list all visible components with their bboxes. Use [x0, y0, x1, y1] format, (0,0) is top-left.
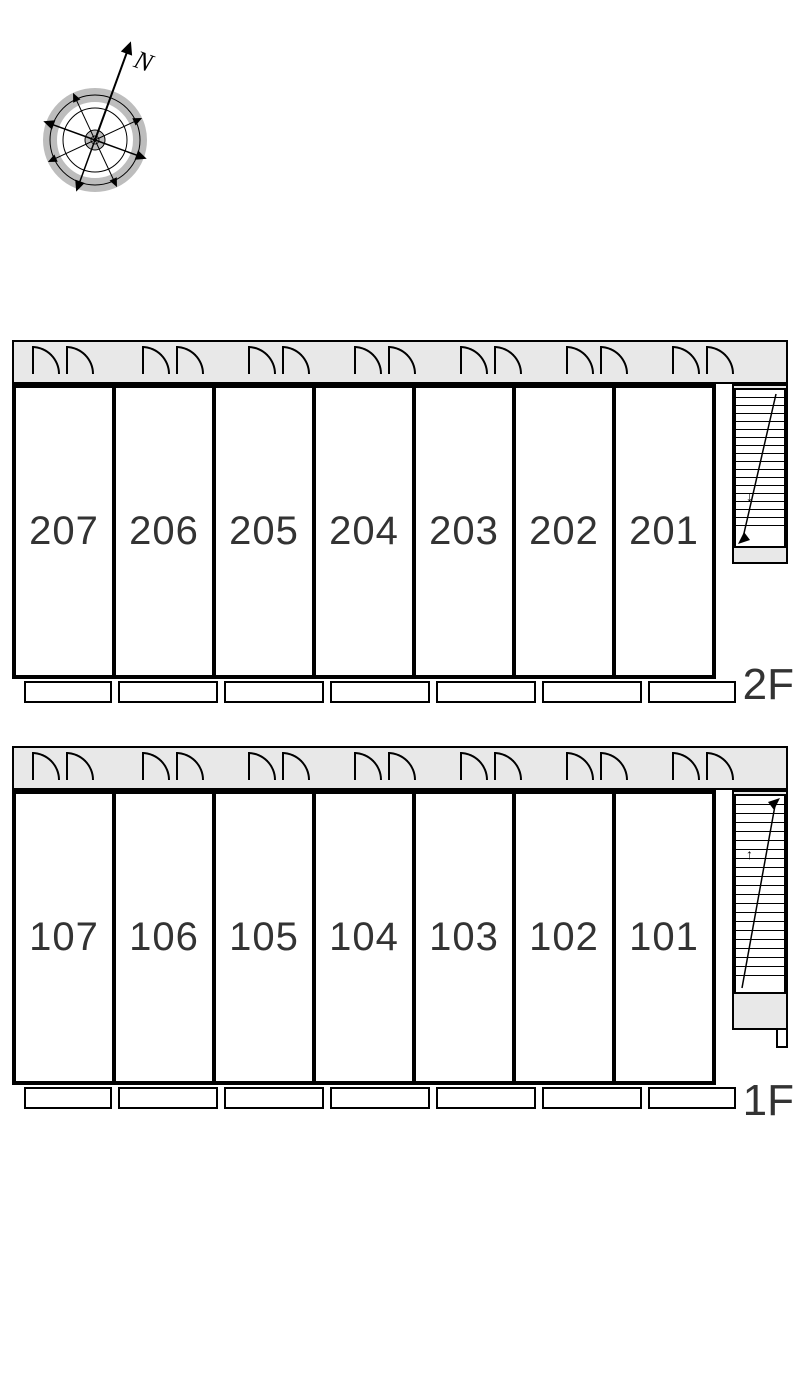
unit-label: 203	[429, 509, 499, 554]
door-icon	[566, 346, 596, 376]
door-icon	[248, 752, 278, 782]
balcony	[224, 1087, 324, 1109]
unit-204: 204	[312, 384, 416, 679]
unit-205: 205	[212, 384, 316, 679]
unit-106: 106	[112, 790, 216, 1085]
unit-201: 201	[612, 384, 716, 679]
compass: N	[20, 20, 180, 220]
unit-label: 107	[29, 915, 99, 960]
door-icon	[32, 346, 62, 376]
balcony	[436, 681, 536, 703]
unit-105: 105	[212, 790, 316, 1085]
door-icon	[460, 752, 490, 782]
door-icon	[672, 752, 702, 782]
unit-103: 103	[412, 790, 516, 1085]
compass-svg: N	[20, 20, 180, 220]
unit-101: 101	[612, 790, 716, 1085]
unit-label: 104	[329, 915, 399, 960]
floor-1f: 107 106 105 104 103 102 101 ↑ 1F	[12, 746, 788, 1116]
floor-2f: 207 206 205 204 203 202 201 ↓ 2F	[12, 340, 788, 710]
entrance-notch	[776, 1028, 788, 1048]
door-icon	[460, 346, 490, 376]
balcony	[24, 681, 112, 703]
unit-104: 104	[312, 790, 416, 1085]
door-icon	[354, 752, 384, 782]
door-icon	[672, 346, 702, 376]
balcony	[118, 681, 218, 703]
balcony	[24, 1087, 112, 1109]
floor-label-1f: 1F	[743, 1076, 794, 1126]
balcony	[224, 681, 324, 703]
door-icon	[706, 752, 736, 782]
balcony	[542, 681, 642, 703]
unit-102: 102	[512, 790, 616, 1085]
stairs-arrow-icon: ↓	[746, 488, 753, 504]
balcony-row-1f	[24, 1087, 736, 1109]
unit-107: 107	[12, 790, 116, 1085]
unit-label: 105	[229, 915, 299, 960]
unit-label: 106	[129, 915, 199, 960]
compass-north-label: N	[129, 44, 158, 78]
unit-202: 202	[512, 384, 616, 679]
unit-label: 204	[329, 509, 399, 554]
units-row-2f: 207 206 205 204 203 202 201	[12, 384, 716, 679]
door-icon	[566, 752, 596, 782]
door-icon	[282, 346, 312, 376]
stairs-2f: ↓	[734, 388, 786, 548]
units-row-1f: 107 106 105 104 103 102 101	[12, 790, 716, 1085]
door-icon	[494, 346, 524, 376]
unit-label: 202	[529, 509, 599, 554]
door-icon	[32, 752, 62, 782]
unit-label: 101	[629, 915, 699, 960]
stairs-1f: ↑	[734, 794, 786, 994]
unit-label: 207	[29, 509, 99, 554]
unit-label: 103	[429, 915, 499, 960]
door-icon	[600, 752, 630, 782]
unit-label: 102	[529, 915, 599, 960]
unit-203: 203	[412, 384, 516, 679]
balcony	[648, 681, 736, 703]
floor-label-2f: 2F	[743, 660, 794, 710]
door-icon	[176, 346, 206, 376]
unit-label: 201	[629, 509, 699, 554]
balcony	[330, 1087, 430, 1109]
balcony	[330, 681, 430, 703]
balcony	[542, 1087, 642, 1109]
stairs-direction-line	[736, 796, 784, 992]
door-icon	[388, 752, 418, 782]
unit-206: 206	[112, 384, 216, 679]
unit-207: 207	[12, 384, 116, 679]
stairs-arrow-icon: ↑	[746, 846, 753, 862]
door-icon	[706, 346, 736, 376]
balcony	[648, 1087, 736, 1109]
balcony-row-2f	[24, 681, 736, 703]
stairs-direction-line	[736, 390, 784, 546]
unit-label: 206	[129, 509, 199, 554]
door-icon	[494, 752, 524, 782]
door-icon	[248, 346, 278, 376]
balcony	[118, 1087, 218, 1109]
unit-label: 205	[229, 509, 299, 554]
door-icon	[282, 752, 312, 782]
door-icon	[176, 752, 206, 782]
door-icon	[142, 752, 172, 782]
door-icon	[600, 346, 630, 376]
door-icon	[388, 346, 418, 376]
balcony	[436, 1087, 536, 1109]
door-icon	[142, 346, 172, 376]
door-icon	[66, 346, 96, 376]
door-icon	[354, 346, 384, 376]
door-icon	[66, 752, 96, 782]
